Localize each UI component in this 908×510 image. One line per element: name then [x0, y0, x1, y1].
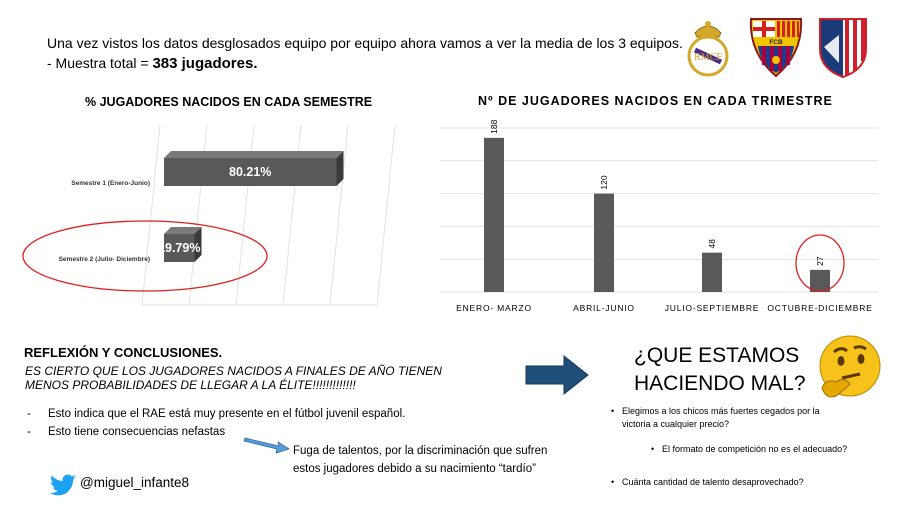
intro-line-2: - Muestra total = 383 jugadores. [47, 53, 683, 74]
chart2-highlight-circle [795, 234, 845, 292]
chart1-highlight-circle [22, 220, 268, 292]
thinking-face-icon [819, 335, 881, 398]
chart2-trimestre: ENERO- MARZO ABRIL-JUNIO JULIO-SEPTIEMBR… [440, 119, 878, 313]
intro-line-2-prefix: - Muestra total = [47, 55, 153, 71]
intro-text: Una vez vistos los datos desglosados equ… [47, 33, 683, 74]
question-item-3-text: Cuánta cantidad de talento desaprovechad… [622, 477, 804, 487]
reflexion-title: REFLEXIÓN Y CONCLUSIONES. [24, 345, 223, 360]
chart2-category-label-1: ENERO- MARZO [456, 303, 532, 313]
intro-line-1: Una vez vistos los datos desglosados equ… [47, 35, 683, 51]
chart1-title: % JUGADORES NACIDOS EN CADA SEMESTRE [85, 95, 373, 109]
chart2-title: Nº DE JUGADORES NACIDOS EN CADA TRIMESTR… [478, 94, 833, 108]
chart2-data-label-1: 188 [489, 119, 499, 133]
que-estamos-line-1: ¿QUE ESTAMOS [634, 344, 800, 367]
intro-line-2-total: 383 jugadores. [152, 55, 258, 72]
chart1-data-label-1: 80.21% [229, 165, 271, 179]
chart1-data-label-2: 19.79% [158, 241, 200, 255]
chart2-bar-4 [810, 269, 830, 292]
que-estamos-line-2: HACIENDO MAL? [634, 372, 806, 395]
chart2-data-label-2: 120 [599, 175, 609, 189]
twitter-bird-icon [50, 474, 76, 496]
svg-text:FCB: FCB [769, 39, 783, 46]
question-item-1-text: Elegimos a los chicos más fuertes cegado… [622, 406, 820, 429]
chart1-bar-1 [164, 151, 344, 186]
chart2-bar-1 [484, 137, 504, 292]
question-item-2-text: El formato de competición no es el adecu… [662, 444, 848, 454]
reflexion-bullet-2: - Esto tiene consecuencias nefastas [27, 426, 226, 438]
chart2-grid [440, 127, 878, 293]
question-item-3: • Cuánta cantidad de talento desaprovecha… [611, 477, 804, 487]
chart1-bar-2 [164, 227, 202, 262]
chart1-semestre: Semestre 1 (Enero-Junio) Semestre 2 (Jul… [22, 124, 396, 306]
question-item-1: • Elegimos a los chicos más fuertes cegad… [611, 406, 820, 429]
atletico-madrid-crest-icon [819, 18, 867, 79]
que-estamos-heading: ¿QUE ESTAMOS HACIENDO MAL? [634, 342, 806, 398]
question-item-2: • El formato de competición no es el adec… [651, 444, 848, 454]
chart2-data-label-4: 27 [815, 256, 825, 266]
reflexion-bullet-1-text: Esto indica que el RAE está muy presente… [48, 408, 406, 420]
small-arrow-icon [243, 437, 290, 454]
chart2-category-label-4: OCTUBRE-DICIEMBRE [767, 303, 872, 313]
big-arrow-icon [525, 354, 589, 396]
reflexion-bullet-1: - Esto indica que el RAE está muy present… [27, 408, 406, 420]
svg-text:RMCF: RMCF [694, 52, 722, 63]
chart2-category-label-3: JULIO-SEPTIEMBRE [665, 303, 760, 313]
fc-barcelona-crest-icon: FCB [749, 18, 803, 78]
chart2-bar-3 [702, 252, 722, 292]
real-madrid-crest-icon: RMCF [687, 21, 729, 77]
chart2-category-label-2: ABRIL-JUNIO [573, 303, 635, 313]
chart2-data-label-3: 48 [707, 239, 717, 249]
reflexion-bullet-2-text: Esto tiene consecuencias nefastas [48, 426, 226, 438]
chart2-bar-2 [594, 193, 614, 292]
reflexion-question: ES CIERTO QUE LOS JUGADORES NACIDOS A FI… [25, 364, 442, 392]
chart1-category-label-2: Semestre 2 (Julio- Diciembre) [59, 256, 150, 263]
twitter-handle[interactable]: @miguel_infante8 [80, 475, 190, 490]
chart1-category-label-1: Semestre 1 (Enero-Junio) [71, 180, 150, 187]
fuga-text: Fuga de talentos, por la discriminación … [293, 445, 548, 475]
